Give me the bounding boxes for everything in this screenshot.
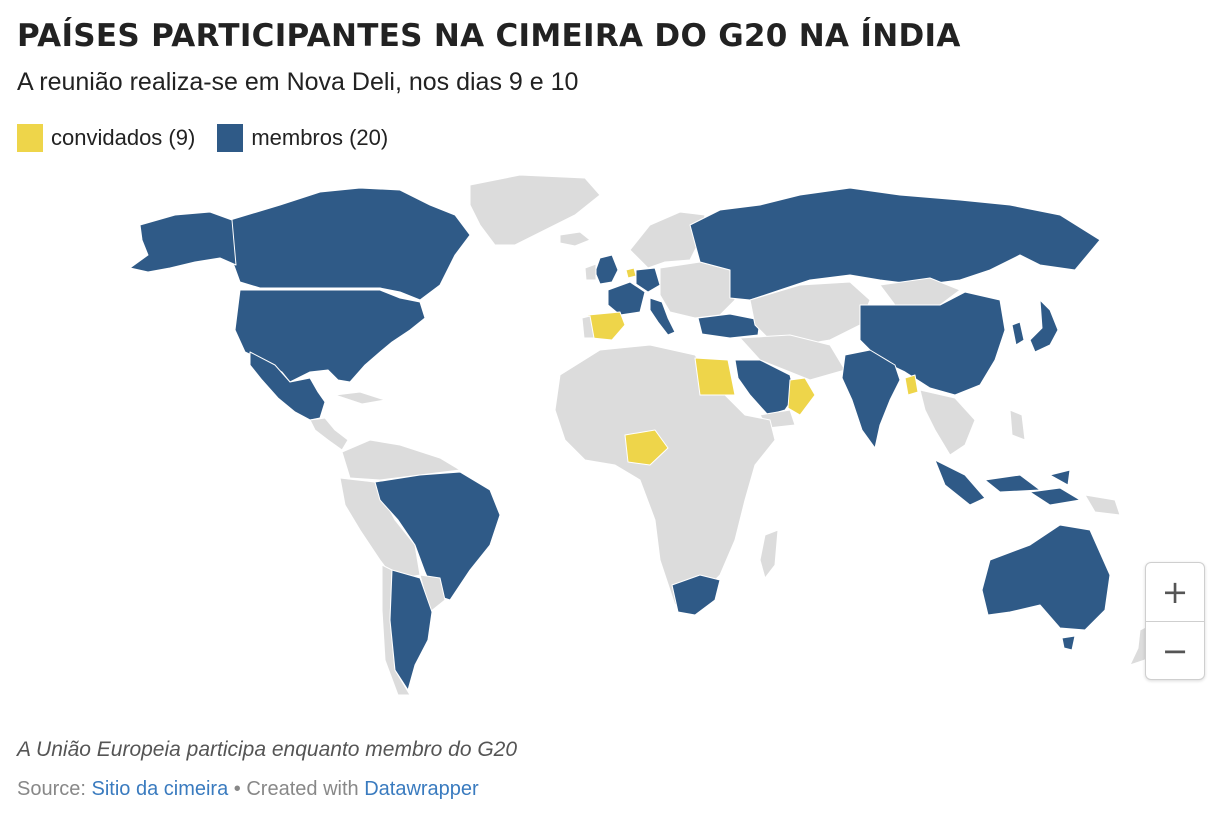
region-northern-south-america — [341, 439, 461, 481]
country-australia-tasmania — [1061, 635, 1076, 651]
country-uae-oman — [787, 377, 816, 416]
country-canada — [229, 187, 471, 301]
country-south-korea — [1011, 321, 1025, 346]
map-note: A União Europeia participa enquanto memb… — [17, 738, 518, 761]
created-prefix: Created with — [246, 778, 359, 800]
zoom-in-button[interactable]: + — [1161, 573, 1189, 611]
country-turkey — [697, 313, 761, 339]
source-prefix: Source: — [17, 778, 86, 800]
country-philippines — [1009, 409, 1026, 441]
country-indonesia — [934, 459, 1081, 506]
country-india — [841, 349, 901, 449]
country-japan — [1029, 299, 1059, 353]
legend-label-members: membros (20) — [251, 125, 389, 150]
map-subtitle: A reunião realiza-se em Nova Deli, nos d… — [17, 68, 579, 96]
legend-item-members: membros (20) — [217, 124, 388, 152]
country-france — [607, 281, 646, 316]
country-netherlands — [625, 267, 637, 279]
legend-label-guests: convidados (9) — [51, 125, 196, 150]
legend: convidados (9) membros (20) — [17, 124, 388, 152]
country-portugal — [581, 315, 595, 339]
country-saudi-arabia — [734, 359, 796, 416]
datawrapper-link[interactable]: Datawrapper — [364, 778, 479, 800]
country-egypt — [694, 357, 736, 396]
zoom-out-button[interactable]: − — [1146, 621, 1204, 679]
country-caribbean — [334, 391, 386, 405]
region-central-asia — [749, 281, 871, 346]
zoom-controls: + − — [1145, 562, 1205, 680]
region-eastern-europe — [659, 261, 736, 319]
country-madagascar — [759, 529, 779, 579]
country-brazil — [374, 471, 501, 601]
country-south-africa — [671, 574, 721, 616]
country-italy — [649, 297, 676, 336]
country-usa-alaska — [129, 211, 237, 273]
country-mexico — [249, 351, 326, 421]
country-nigeria — [624, 429, 669, 466]
country-germany — [635, 267, 661, 293]
legend-item-guests: convidados (9) — [17, 124, 195, 152]
legend-swatch-guests — [17, 124, 43, 152]
country-papua-new-guinea — [1084, 494, 1121, 516]
country-bangladesh — [904, 374, 919, 396]
country-ireland — [584, 263, 597, 281]
region-southeast-asia — [919, 389, 976, 456]
country-uk — [594, 254, 619, 285]
country-iceland — [559, 231, 591, 247]
map-title: PAÍSES PARTICIPANTES NA CIMEIRA DO G20 N… — [17, 18, 961, 54]
footer-separator: • — [233, 778, 241, 800]
source-link[interactable]: Sitio da cimeira — [91, 778, 229, 800]
world-map[interactable] — [0, 160, 1224, 720]
footer: Source: Sitio da cimeira • Created with … — [17, 778, 479, 801]
legend-swatch-members — [217, 124, 244, 152]
country-greenland — [469, 174, 601, 246]
country-argentina — [389, 569, 433, 691]
region-central-america — [309, 417, 349, 451]
country-australia — [981, 524, 1111, 631]
country-mongolia — [879, 277, 961, 306]
